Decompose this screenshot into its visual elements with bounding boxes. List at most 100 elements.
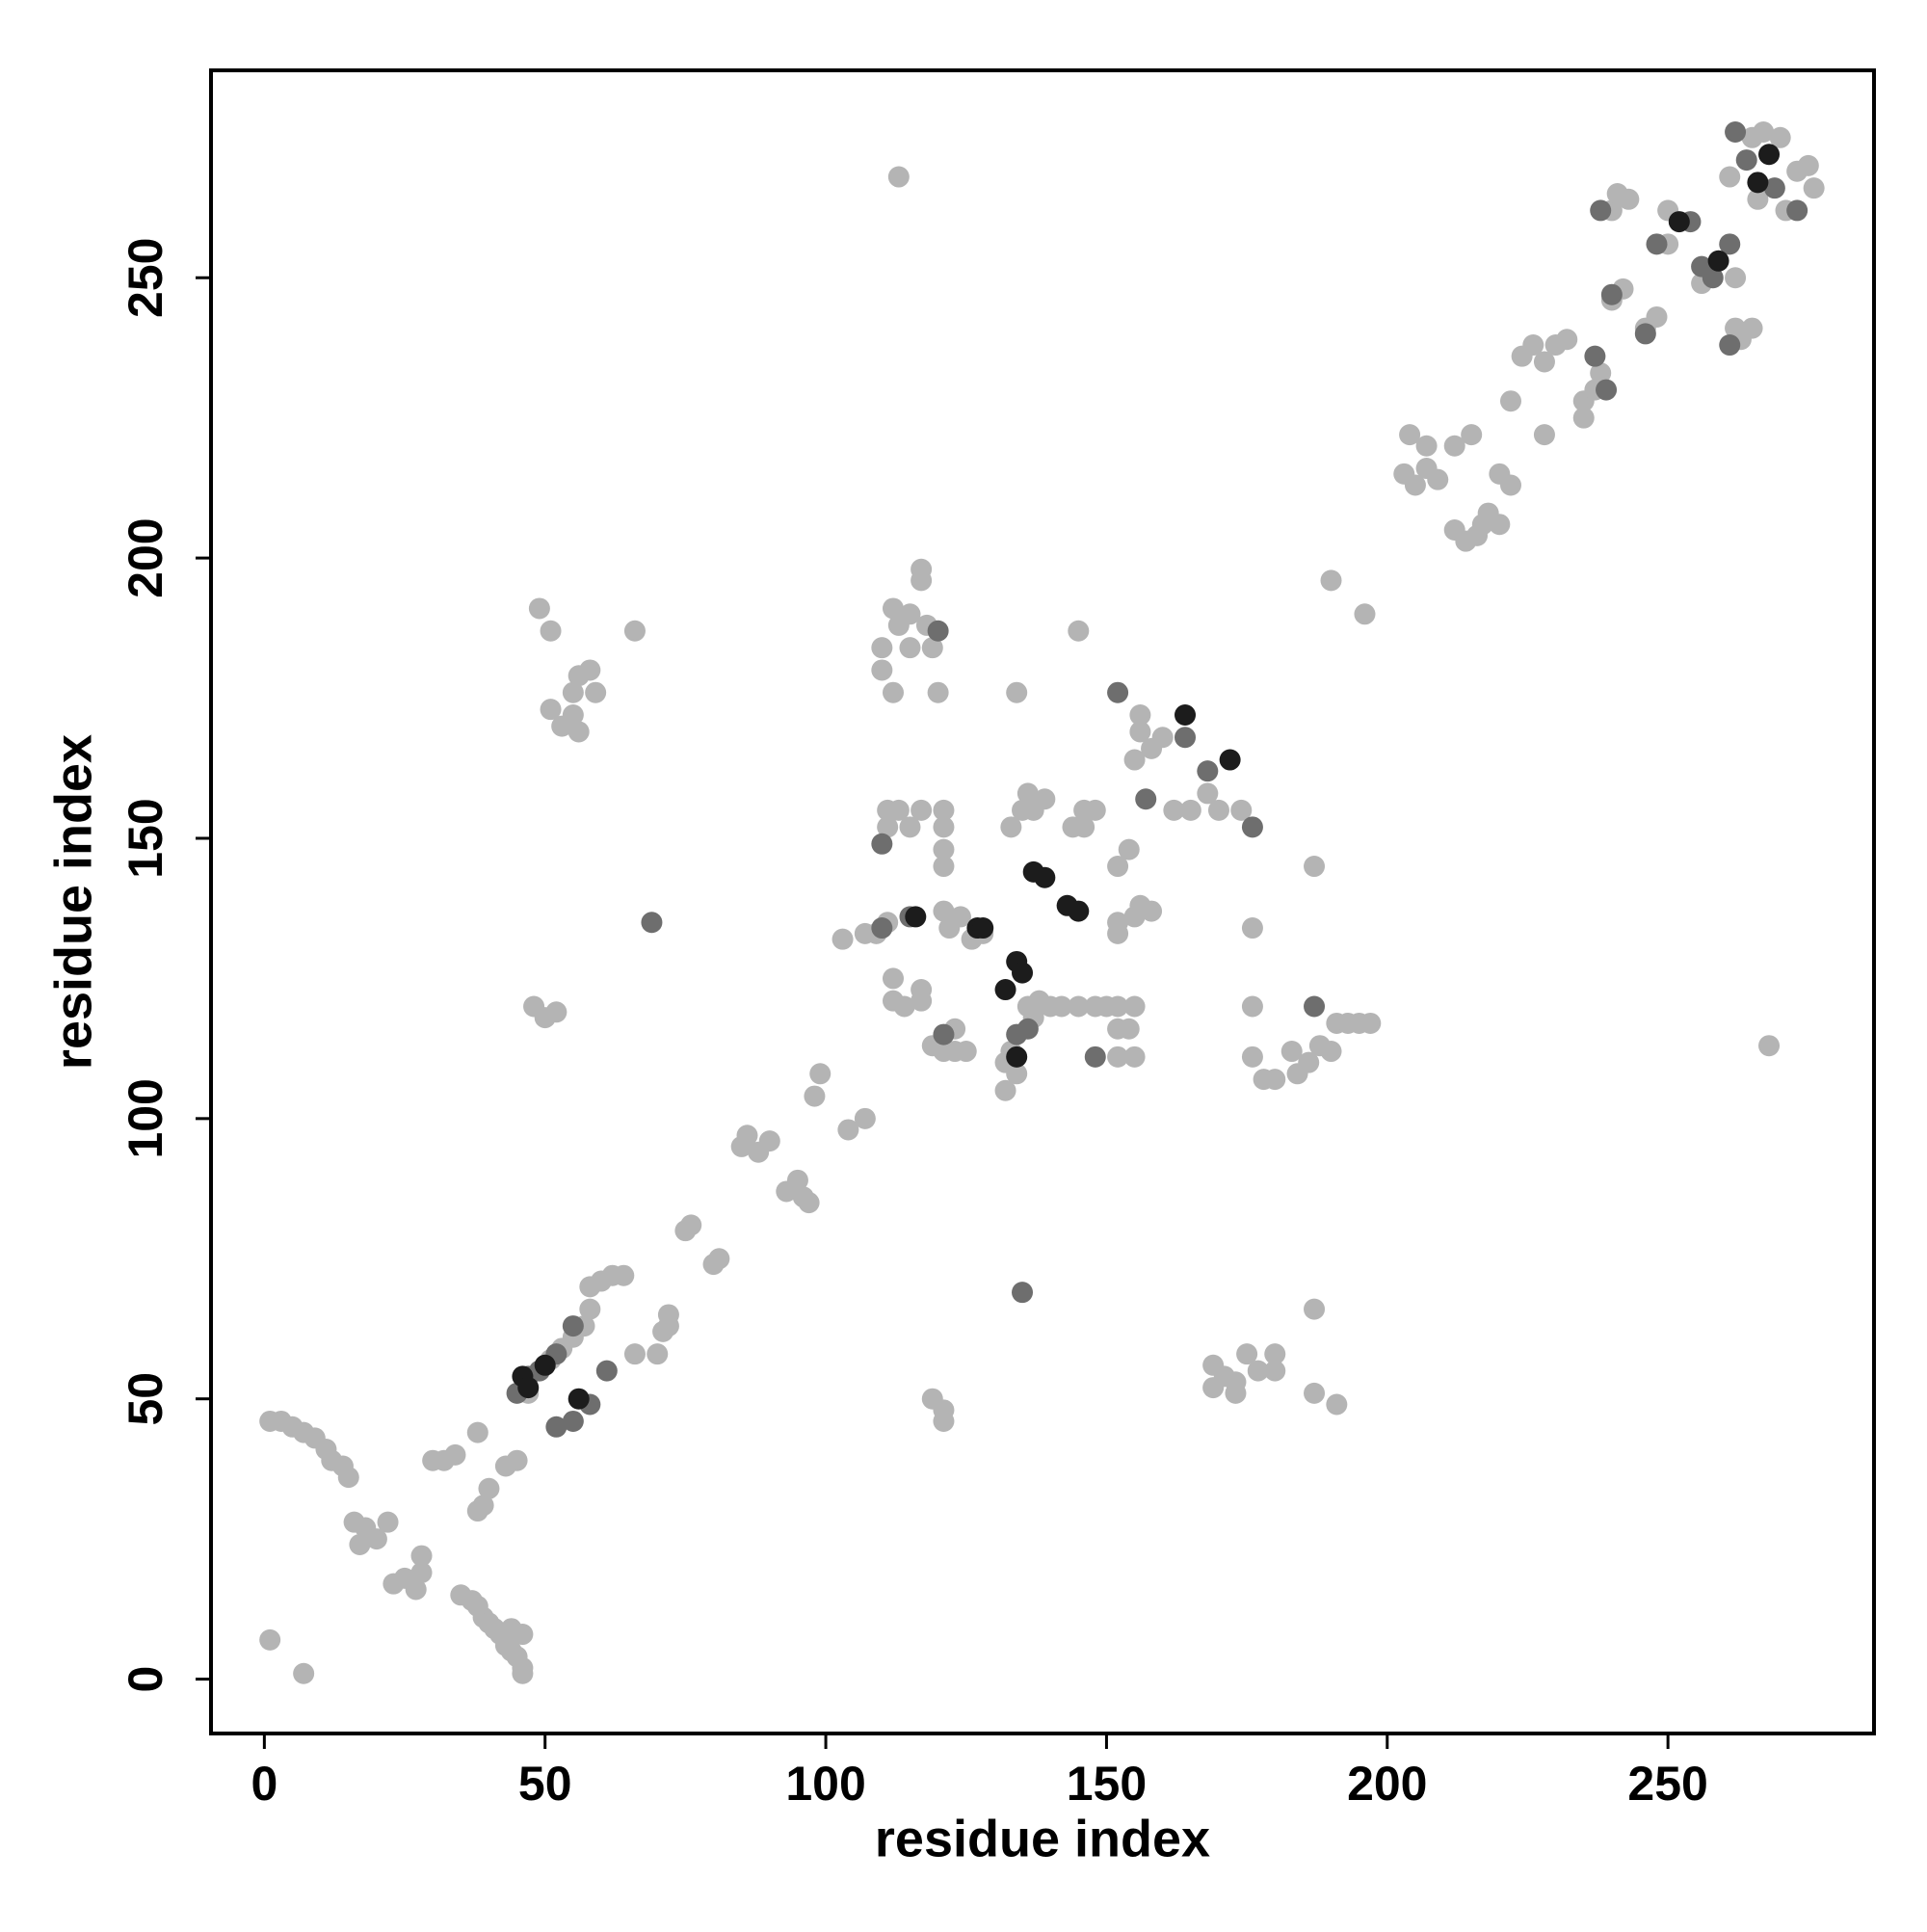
point	[1000, 816, 1022, 838]
point	[927, 681, 949, 703]
point	[259, 1628, 281, 1651]
point	[949, 906, 971, 928]
point	[1719, 334, 1741, 357]
point	[1050, 995, 1072, 1018]
point	[1707, 250, 1729, 272]
point	[1719, 166, 1741, 188]
point	[568, 1388, 590, 1410]
point	[994, 1079, 1016, 1101]
point	[1123, 995, 1146, 1018]
point	[410, 1562, 433, 1584]
point	[1247, 1360, 1269, 1382]
point	[545, 1001, 568, 1023]
point	[444, 1443, 466, 1466]
plot-frame	[209, 68, 1876, 1735]
point	[804, 1085, 826, 1107]
point	[1107, 922, 1129, 944]
point	[1354, 603, 1376, 625]
point	[562, 1410, 584, 1432]
point	[809, 1063, 832, 1085]
point	[1068, 995, 1090, 1018]
point	[1415, 435, 1438, 457]
point	[1012, 1282, 1034, 1304]
point	[540, 699, 562, 721]
point	[887, 166, 910, 188]
point	[1489, 514, 1511, 536]
x-tick-label: 200	[1347, 1757, 1427, 1811]
point	[1646, 233, 1668, 255]
point	[1590, 199, 1612, 222]
point	[893, 995, 915, 1018]
point	[1034, 788, 1056, 810]
point	[623, 620, 646, 642]
point	[337, 1467, 359, 1489]
point	[871, 637, 893, 659]
point	[837, 1119, 859, 1141]
point	[568, 721, 590, 743]
point	[832, 928, 854, 950]
point	[994, 979, 1016, 1001]
point	[1596, 379, 1618, 401]
point	[899, 816, 921, 838]
point	[540, 620, 562, 642]
point	[1404, 474, 1426, 496]
point	[871, 833, 893, 855]
point	[1006, 681, 1028, 703]
point	[1123, 1045, 1146, 1068]
point	[1236, 1343, 1258, 1365]
point	[1230, 799, 1253, 821]
point	[1197, 782, 1219, 805]
point	[1753, 120, 1775, 143]
point	[882, 597, 904, 620]
x-tick-label: 0	[251, 1757, 277, 1811]
point	[1084, 1045, 1106, 1068]
point	[1758, 1035, 1781, 1057]
point	[1107, 856, 1129, 878]
point	[1107, 995, 1129, 1018]
point	[1443, 435, 1465, 457]
point	[1084, 799, 1106, 821]
point	[1068, 620, 1090, 642]
point	[854, 1107, 876, 1129]
point	[1533, 424, 1555, 446]
point	[708, 1248, 730, 1270]
point	[1786, 199, 1808, 222]
point	[1107, 681, 1129, 703]
point	[405, 1578, 427, 1601]
point	[1499, 390, 1521, 412]
point	[478, 1477, 500, 1499]
point	[1163, 799, 1185, 821]
point	[1012, 962, 1034, 984]
point	[1758, 144, 1781, 166]
point	[1034, 866, 1056, 888]
point	[1741, 317, 1763, 339]
point	[1241, 1045, 1263, 1068]
point	[293, 1662, 315, 1684]
point	[1207, 799, 1229, 821]
point	[1016, 1018, 1039, 1040]
point	[1129, 703, 1151, 726]
point	[972, 917, 994, 940]
point	[882, 681, 904, 703]
point	[1326, 1393, 1348, 1416]
point	[955, 1041, 977, 1063]
x-tick-label: 50	[518, 1757, 572, 1811]
point	[1320, 569, 1342, 592]
point	[1600, 283, 1623, 305]
point	[1107, 1045, 1129, 1068]
point	[1618, 188, 1640, 210]
point	[1151, 727, 1174, 749]
point	[1803, 177, 1825, 199]
y-tick-label: 0	[119, 1666, 172, 1693]
point	[1399, 424, 1421, 446]
point	[1304, 856, 1326, 878]
point	[585, 681, 607, 703]
points	[259, 120, 1825, 1684]
y-tick-label: 250	[119, 238, 172, 318]
point	[365, 1528, 387, 1550]
point	[595, 1360, 618, 1382]
point	[933, 838, 955, 860]
point	[927, 620, 949, 642]
y-tick-label: 150	[119, 798, 172, 878]
point	[911, 990, 933, 1012]
